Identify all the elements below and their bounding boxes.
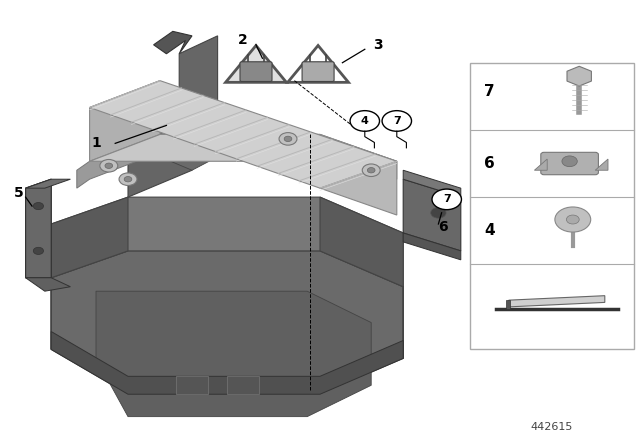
Polygon shape (179, 36, 218, 125)
Polygon shape (154, 31, 192, 54)
Circle shape (350, 111, 380, 131)
Polygon shape (26, 278, 70, 291)
Circle shape (562, 156, 577, 167)
Polygon shape (51, 197, 403, 287)
Text: 1: 1 (91, 136, 101, 151)
Polygon shape (288, 46, 349, 82)
Circle shape (284, 136, 292, 142)
Circle shape (431, 207, 446, 218)
FancyBboxPatch shape (541, 152, 598, 175)
Text: 442615: 442615 (531, 422, 573, 432)
Polygon shape (90, 134, 320, 161)
FancyBboxPatch shape (302, 62, 334, 82)
Circle shape (566, 215, 579, 224)
Circle shape (124, 177, 132, 182)
Polygon shape (403, 233, 461, 260)
Polygon shape (509, 296, 605, 307)
Text: 2: 2 (238, 33, 248, 47)
Text: 4: 4 (484, 223, 495, 238)
Bar (227, 376, 259, 394)
Text: 7: 7 (484, 84, 495, 99)
Circle shape (105, 163, 113, 168)
Polygon shape (534, 159, 547, 170)
Polygon shape (26, 179, 70, 188)
Text: 6: 6 (438, 220, 448, 234)
Text: 7: 7 (443, 194, 451, 204)
FancyBboxPatch shape (240, 62, 272, 82)
Bar (176, 376, 208, 394)
Polygon shape (26, 179, 51, 278)
Polygon shape (320, 197, 403, 358)
Polygon shape (51, 332, 403, 394)
FancyBboxPatch shape (470, 63, 634, 349)
Circle shape (33, 202, 44, 210)
Polygon shape (506, 300, 510, 309)
Polygon shape (26, 179, 51, 278)
Polygon shape (128, 116, 192, 197)
Polygon shape (595, 159, 608, 170)
Circle shape (555, 207, 591, 232)
Polygon shape (77, 134, 397, 188)
Polygon shape (51, 251, 403, 394)
Circle shape (33, 247, 44, 254)
Circle shape (367, 168, 375, 173)
Circle shape (279, 133, 297, 145)
Polygon shape (90, 81, 160, 161)
Polygon shape (403, 179, 461, 251)
Text: 6: 6 (484, 156, 495, 171)
Text: 4: 4 (361, 116, 369, 126)
Polygon shape (51, 197, 128, 349)
Polygon shape (403, 170, 461, 197)
Text: 7: 7 (393, 116, 401, 126)
Polygon shape (179, 108, 243, 134)
Polygon shape (128, 125, 218, 170)
Text: 3: 3 (372, 38, 383, 52)
Polygon shape (226, 46, 287, 82)
Circle shape (119, 173, 137, 185)
Circle shape (362, 164, 380, 177)
Text: 5: 5 (14, 185, 24, 200)
Circle shape (432, 189, 461, 210)
Circle shape (100, 159, 118, 172)
Circle shape (382, 111, 412, 131)
Polygon shape (320, 134, 397, 215)
Polygon shape (90, 81, 397, 188)
Polygon shape (96, 291, 371, 417)
